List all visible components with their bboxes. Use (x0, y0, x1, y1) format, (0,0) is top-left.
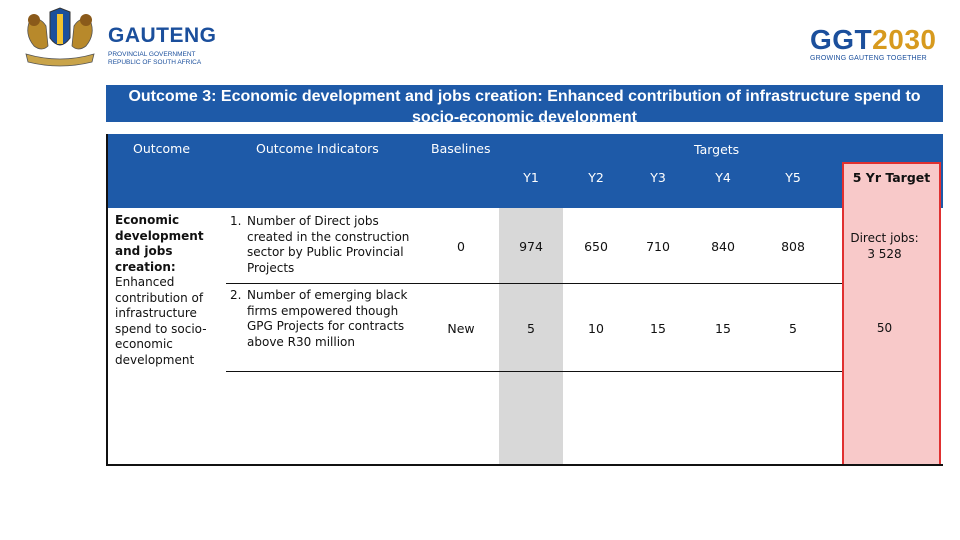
table-header-band (106, 134, 943, 208)
ggt2030-tagline: GROWING GAUTENG TOGETHER (810, 55, 927, 62)
row-2-y3: 15 (650, 321, 666, 336)
row-1-y5: 808 (781, 239, 805, 254)
row-2-y5: 5 (789, 321, 797, 336)
row-2-y1: 5 (527, 321, 535, 336)
row-1-five-year: Direct jobs: 3 528 (850, 231, 919, 261)
row-1-y2: 650 (584, 239, 608, 254)
indicator-2-number: 2. (230, 288, 242, 302)
header-indicators: Outcome Indicators (256, 141, 379, 156)
y1-column-shading (499, 208, 563, 466)
gauteng-subtitle: PROVINCIAL GOVERNMENT (108, 51, 196, 58)
header-targets: Targets (694, 142, 740, 157)
header-y1: Y1 (523, 170, 539, 185)
ggt2030-logo: GGT2030 GROWING GAUTENG TOGETHER (810, 26, 940, 66)
coat-of-arms-icon (25, 7, 95, 67)
row-1-y3: 710 (646, 239, 670, 254)
row-2-y4: 15 (715, 321, 731, 336)
outcome-cell: Economic development and jobs creation: … (115, 213, 215, 368)
gauteng-subtitle-2: REPUBLIC OF SOUTH AFRICA (108, 59, 202, 66)
header-y3: Y3 (650, 170, 666, 185)
outcome-rest-text: Enhanced contribution of infrastructure … (115, 275, 207, 367)
outcome-bold-text: Economic development and jobs creation: (115, 213, 204, 274)
indicator-2-text: Number of emerging black firms empowered… (247, 288, 408, 349)
row-divider (226, 371, 842, 372)
ggt2030-wordmark: GGT2030 (810, 24, 937, 55)
row-1-baseline: 0 (457, 239, 465, 254)
header-y2: Y2 (588, 170, 604, 185)
row-2-five-year: 50 (876, 321, 893, 335)
row-1-y4: 840 (711, 239, 735, 254)
header-baselines: Baselines (431, 141, 491, 156)
row-1-y1: 974 (519, 239, 543, 254)
header-y4: Y4 (715, 170, 731, 185)
header-five-year-target: 5 Yr Target (852, 170, 931, 185)
row-divider (226, 283, 842, 284)
header-outcome: Outcome (133, 141, 191, 156)
gauteng-logo: GAUTENG PROVINCIAL GOVERNMENT REPUBLIC O… (16, 6, 216, 68)
indicator-1-text: Number of Direct jobs created in the con… (247, 214, 410, 275)
indicator-1-number: 1. (230, 214, 242, 228)
table-bottom-border (106, 464, 943, 466)
five-year-target-column (842, 162, 941, 466)
gauteng-wordmark: GAUTENG (108, 24, 217, 47)
page-title: Outcome 3: Economic development and jobs… (128, 88, 921, 122)
header-y5: Y5 (785, 170, 801, 185)
row-2-y2: 10 (588, 321, 604, 336)
row-2-baseline: New (447, 321, 475, 336)
outcome-table: Outcome Outcome Indicators Baselines Tar… (106, 134, 943, 466)
title-banner: Outcome 3: Economic development and jobs… (106, 85, 943, 122)
table-left-border (106, 134, 108, 466)
